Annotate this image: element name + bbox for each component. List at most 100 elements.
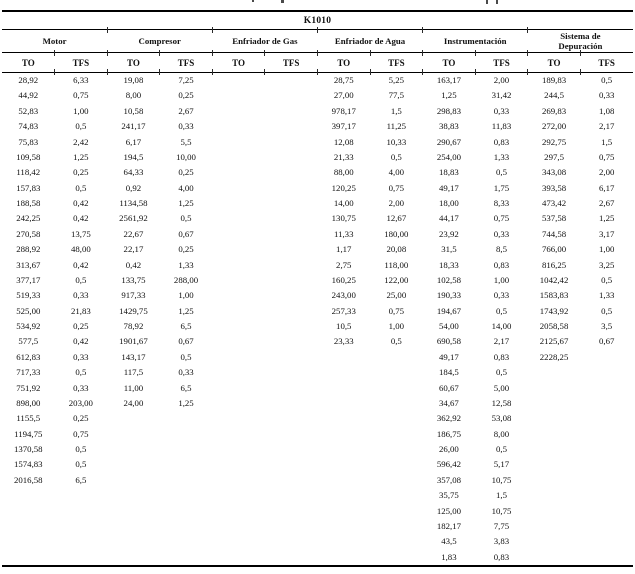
cell (2, 534, 55, 549)
cell: 272,00 (541, 121, 567, 132)
cell (212, 550, 265, 566)
cell (107, 550, 160, 566)
cell: 52,83 (18, 105, 39, 116)
cell: 298,83 (436, 105, 462, 116)
cell: 78,92 (123, 321, 144, 331)
clipped-caption-fragment (252, 0, 254, 2)
cell (528, 550, 581, 566)
cell (317, 411, 370, 426)
cell (55, 519, 108, 534)
cell: 35,75 (439, 490, 459, 501)
cell (265, 258, 318, 273)
table-row: 74,83 0,5 241,17 0,33 397,17 11,25 38,83 11,83 2… (2, 119, 633, 134)
cell: 38,83 (439, 121, 459, 132)
cell: 0,25 (178, 167, 194, 178)
cell: 2,67 (178, 105, 194, 116)
cell: 54,00 (439, 321, 459, 331)
cell (317, 350, 370, 365)
cell (580, 411, 633, 426)
cell: 18,00 (439, 198, 459, 208)
cell: 7,25 (178, 75, 194, 85)
cell: 1,00 (493, 274, 510, 285)
cell: 18,83 (439, 167, 459, 178)
cell (265, 411, 318, 426)
cell (317, 427, 370, 442)
cell (212, 427, 265, 442)
cell (528, 519, 581, 534)
table-row: 125,00 10,75 (2, 504, 633, 519)
cell (265, 227, 318, 242)
table-row: 35,75 1,5 (2, 488, 633, 503)
cell (370, 381, 423, 396)
cell: 0,67 (598, 336, 615, 347)
cell (107, 442, 160, 457)
cell: 194,67 (436, 305, 462, 316)
cell: 27,00 (333, 90, 354, 101)
cell (107, 534, 160, 549)
cell (212, 488, 265, 503)
cell (265, 319, 318, 334)
cell: 0,5 (75, 459, 87, 470)
cell: 8,00 (493, 428, 510, 439)
cell: 257,33 (331, 305, 356, 316)
cell: 0,5 (601, 75, 613, 85)
cell: 1583,83 (539, 290, 569, 301)
cell (160, 442, 213, 457)
cell: 1,25 (178, 198, 194, 208)
cell: 1,33 (598, 290, 615, 301)
cell: 1,5 (390, 105, 402, 116)
clipped-caption-fragment (281, 0, 284, 3)
table-row: 270,58 13,75 22,67 0,67 11,33 180,00 23,92 0,33… (2, 227, 633, 242)
cell (317, 504, 370, 519)
cell: 12,67 (386, 213, 407, 224)
cell: 102,58 (436, 274, 462, 285)
cell: 122,00 (384, 274, 409, 285)
cell: 11,33 (334, 228, 354, 239)
cell: 49,17 (439, 182, 459, 193)
cell (107, 427, 160, 442)
cell: 190,33 (436, 290, 462, 301)
cell: 10,33 (386, 136, 407, 147)
cell (317, 550, 370, 566)
cell: 5,00 (493, 382, 510, 393)
table-row: 1194,75 0,75 186,75 8,00 (2, 427, 633, 442)
cell: 182,17 (436, 520, 462, 531)
cell (528, 411, 581, 426)
table-row: 577,5 0,42 1901,67 0,67 23,33 0,5 690,58 2,17 21… (2, 334, 633, 349)
cell: 1,33 (493, 151, 510, 162)
cell: 0,5 (495, 167, 507, 178)
cell: 19,08 (123, 75, 144, 85)
cell (160, 411, 213, 426)
cell (265, 104, 318, 119)
cell: 118,42 (16, 167, 41, 178)
cell: 109,58 (16, 151, 41, 162)
cell (580, 427, 633, 442)
cell: 290,67 (436, 136, 462, 147)
cell (212, 365, 265, 380)
cell (160, 550, 213, 566)
cell: 2,67 (598, 198, 615, 208)
cell (580, 381, 633, 396)
table-row: 52,83 1,00 10,58 2,67 978,17 1,5 298,83 0,33 269… (2, 104, 633, 119)
cell: 269,83 (541, 105, 567, 116)
cell: 0,25 (73, 413, 89, 424)
cell: 194,5 (123, 151, 144, 162)
table-row: 43,5 3,83 (2, 534, 633, 549)
cell (212, 258, 265, 273)
cell (212, 504, 265, 519)
cell: 10,75 (491, 474, 512, 485)
cell: 0,5 (601, 274, 613, 285)
cell: 2,75 (336, 259, 352, 270)
cell (580, 350, 633, 365)
cell: 12,58 (491, 397, 512, 408)
table-row: 534,92 0,25 78,92 6,5 10,5 1,00 54,00 14,00 2058… (2, 319, 633, 334)
cell: 22,67 (123, 228, 144, 239)
cell: 1155,5 (16, 413, 41, 424)
cell: 1,5 (601, 136, 613, 147)
cell: 534,92 (16, 321, 41, 331)
cell: 393,58 (541, 182, 567, 193)
cell (212, 519, 265, 534)
cell: 163,17 (436, 75, 462, 85)
cell: 0,33 (73, 351, 89, 362)
cell: 77,5 (388, 90, 405, 101)
